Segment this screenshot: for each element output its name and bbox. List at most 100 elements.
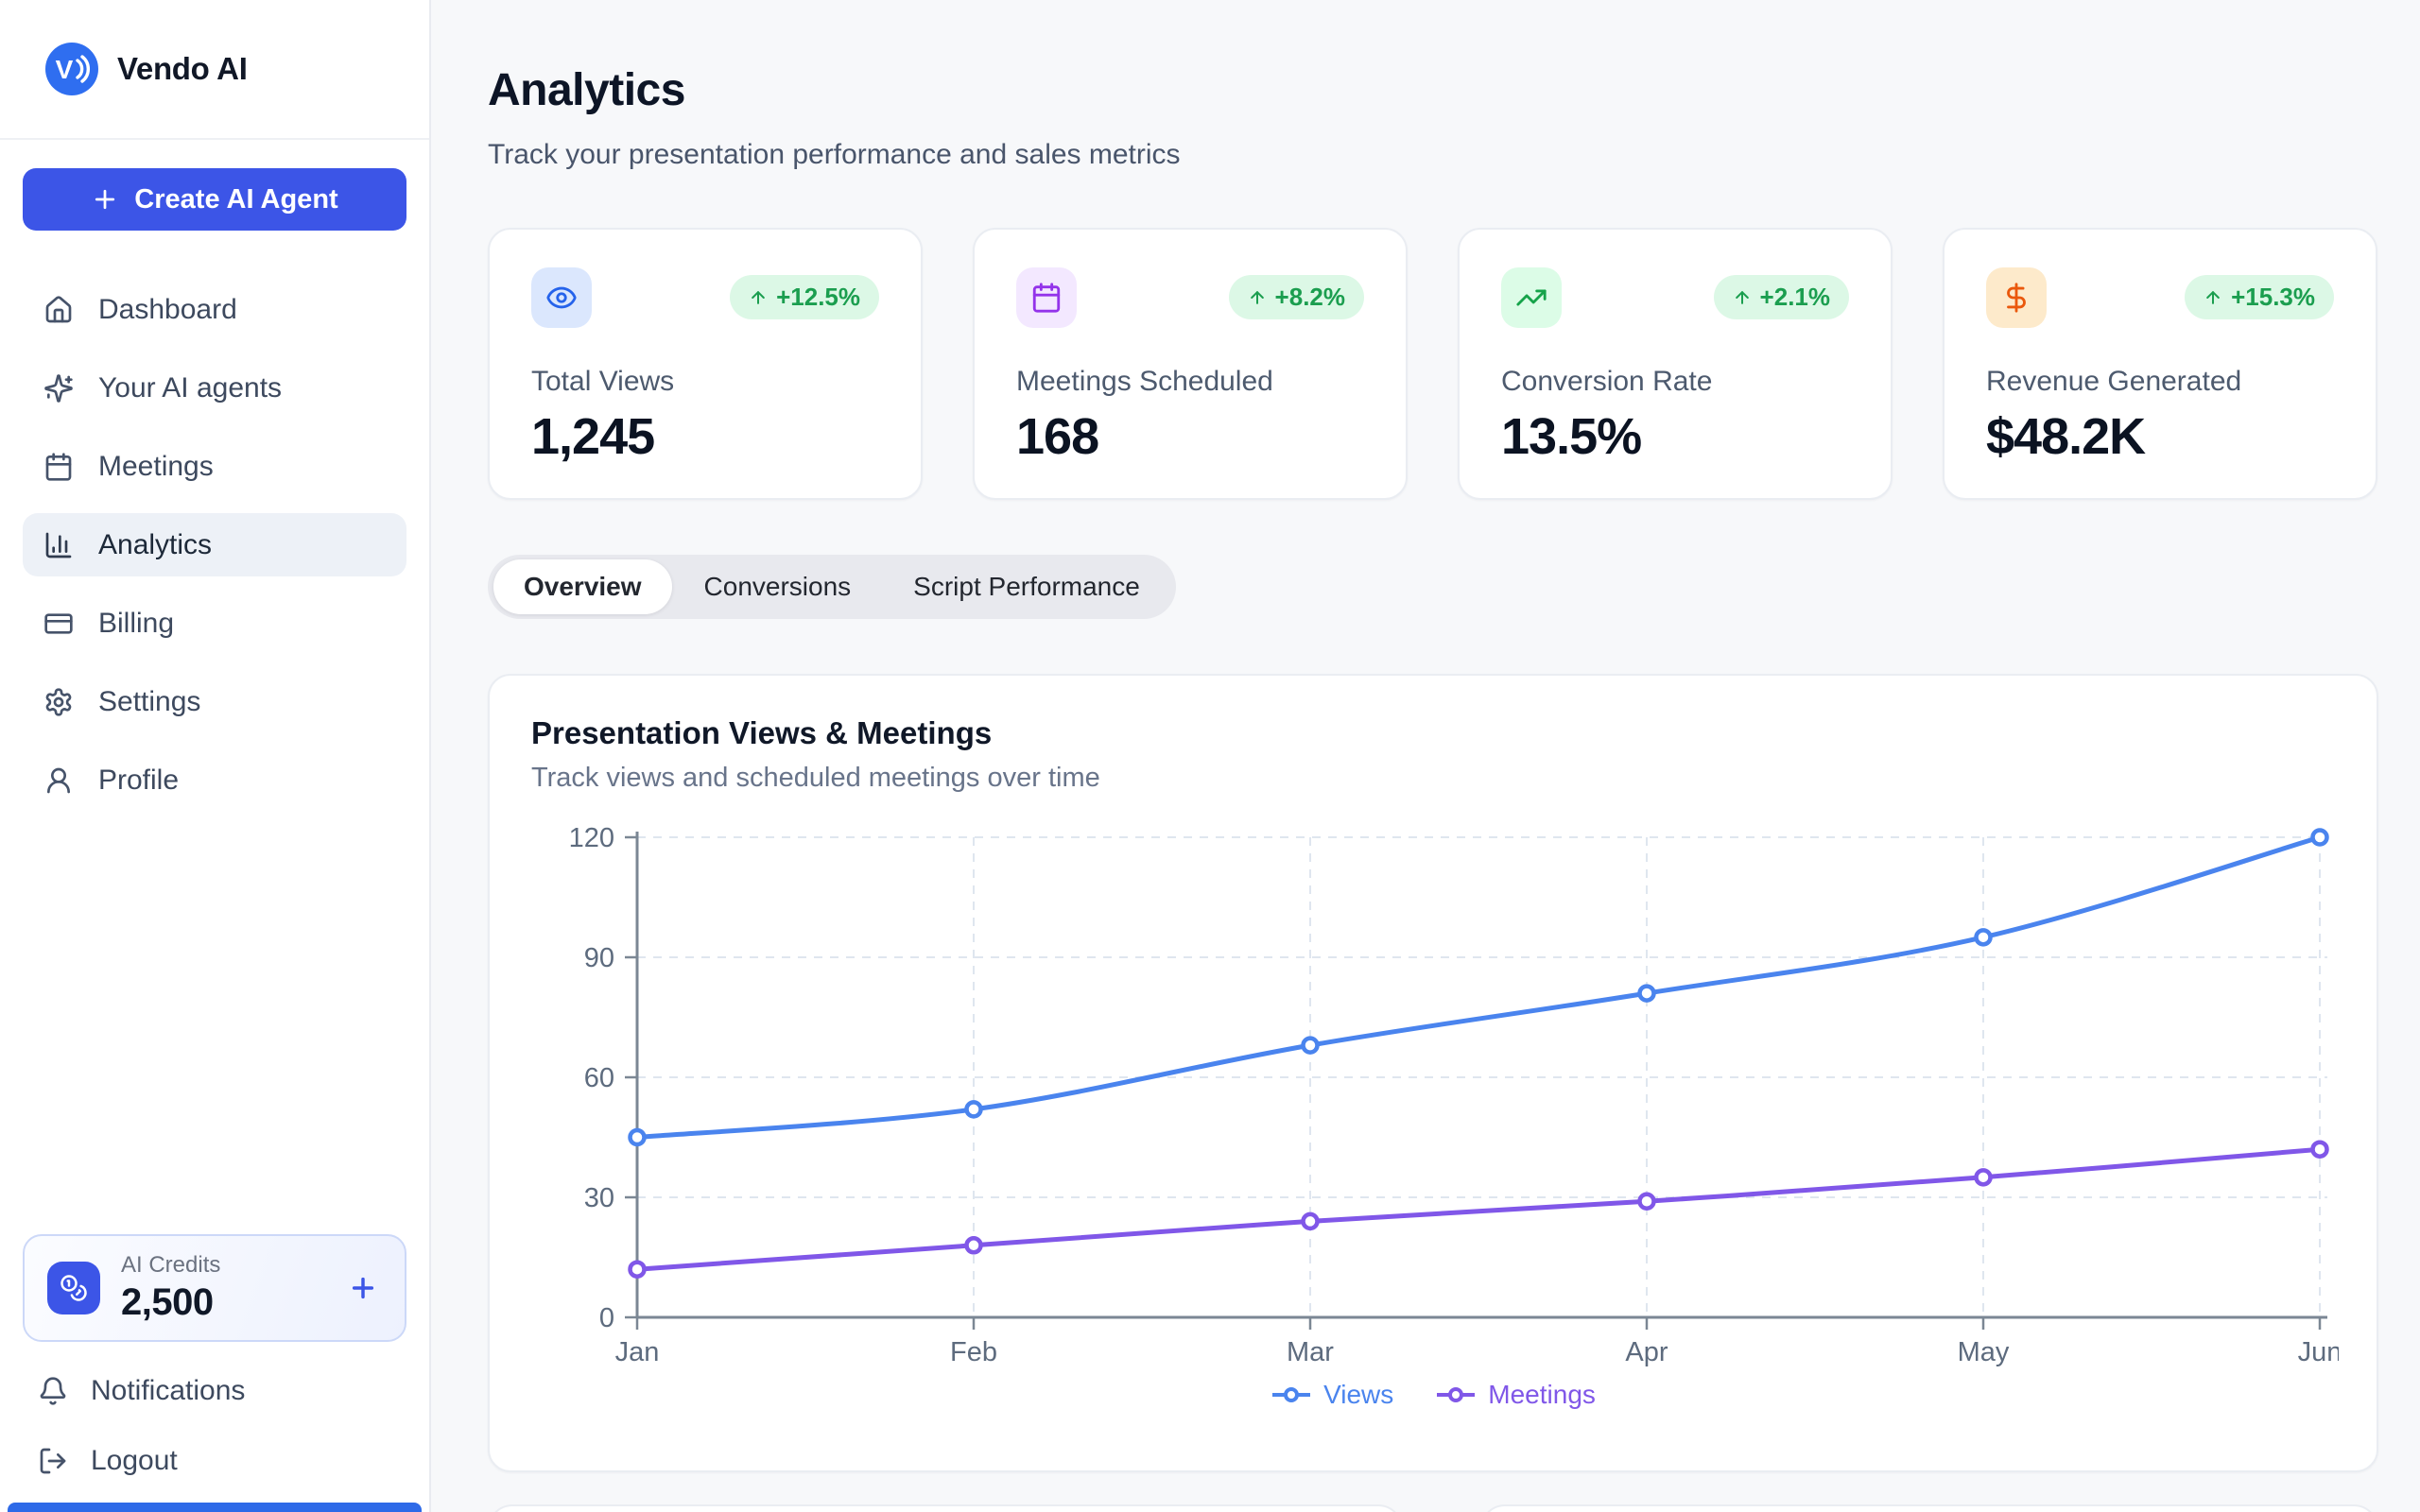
stat-value: 13.5%: [1501, 408, 1642, 465]
stat-label: Meetings Scheduled: [1016, 366, 1273, 397]
vendo-logo-icon: V: [45, 43, 98, 95]
svg-text:90: 90: [584, 943, 614, 973]
tab-script-performance[interactable]: Script Performance: [913, 572, 1140, 601]
change-badge: +8.2%: [1228, 275, 1364, 319]
sidebar-item-label: Your AI agents: [98, 371, 283, 404]
stat-card-conversion-rate: +2.1% Conversion Rate 13.5%: [1458, 228, 1893, 500]
bar-chart-icon: [45, 532, 72, 558]
notifications-item[interactable]: Notifications: [26, 1366, 403, 1416]
sidebar: V Vendo AI Create AI Agent Dashboard You…: [0, 0, 431, 1512]
app-name: Vendo AI: [117, 51, 248, 86]
change-badge: +12.5%: [730, 275, 879, 319]
tab-conversions[interactable]: Conversions: [703, 572, 852, 601]
sidebar-item-meetings[interactable]: Meetings: [23, 435, 406, 498]
sidebar-item-analytics[interactable]: Analytics: [23, 513, 406, 576]
svg-text:V: V: [56, 55, 74, 84]
partial-card: [488, 1504, 1403, 1512]
logo: V Vendo AI: [0, 0, 429, 140]
sidebar-item-label: Profile: [98, 764, 180, 796]
trending-up-icon-tile: [1501, 267, 1562, 328]
coins-icon: [60, 1275, 87, 1301]
svg-text:120: 120: [569, 823, 614, 853]
gear-icon: [45, 687, 72, 716]
legend-item-meetings[interactable]: Meetings: [1435, 1380, 1596, 1410]
arrow-up-icon: [1250, 290, 1264, 304]
svg-text:May: May: [1958, 1337, 2010, 1367]
partial-card: [1480, 1504, 2378, 1512]
sidebar-item-label: Dashboard: [98, 293, 237, 325]
credit-card-icon: [44, 612, 73, 634]
sidebar-bottom-accent: [8, 1503, 422, 1512]
chart-title: Presentation Views & Meetings: [531, 715, 993, 750]
sidebar-item-billing[interactable]: Billing: [23, 592, 406, 655]
svg-text:30: 30: [584, 1183, 614, 1213]
logout-icon: [40, 1448, 66, 1474]
sidebar-footer: Notifications Logout: [23, 1366, 406, 1512]
stat-value: 168: [1016, 408, 1099, 465]
stat-label: Revenue Generated: [1986, 366, 2242, 397]
stat-value: 1,245: [531, 408, 655, 465]
stats-row: +12.5% Total Views 1,245 +8.2% Meetings …: [488, 228, 2378, 500]
calendar-icon: [1032, 283, 1061, 313]
logout-item[interactable]: Logout: [26, 1436, 403, 1486]
stat-card-total-views: +12.5% Total Views 1,245: [488, 228, 923, 500]
footer-item-label: Logout: [91, 1445, 178, 1476]
ai-credits-label: AI Credits: [121, 1252, 221, 1278]
stat-label: Total Views: [531, 366, 675, 397]
dollar-icon-tile: [1986, 267, 2047, 328]
plus-icon: [95, 189, 115, 210]
arrow-up-icon: [752, 290, 765, 304]
sidebar-item-your-ai-agents[interactable]: Your AI agents: [23, 356, 406, 420]
sidebar-item-dashboard[interactable]: Dashboard: [23, 278, 406, 341]
calendar-icon-tile: [1016, 267, 1077, 328]
page-title: Analytics: [488, 65, 685, 115]
svg-text:Jan: Jan: [615, 1337, 660, 1367]
page-subtitle: Track your presentation performance and …: [488, 139, 1181, 170]
arrow-up-icon: [2206, 290, 2220, 304]
legend-item-views[interactable]: Views: [1270, 1380, 1393, 1410]
user-icon: [47, 767, 70, 793]
calendar-icon: [45, 452, 72, 481]
legend-marker-icon: [1437, 1387, 1476, 1402]
svg-text:Mar: Mar: [1287, 1337, 1334, 1367]
plus-icon: [352, 1277, 374, 1299]
sidebar-item-label: Settings: [98, 685, 201, 717]
ai-credits-card: AI Credits 2,500: [23, 1234, 406, 1342]
sidebar-item-label: Meetings: [98, 450, 214, 482]
chart-legend: Views Meetings: [531, 1372, 2335, 1418]
trending-up-icon: [1516, 289, 1547, 306]
svg-text:Feb: Feb: [950, 1337, 997, 1367]
analytics-tabs: Overview Conversions Script Performance: [488, 555, 1176, 619]
sidebar-item-label: Analytics: [98, 528, 213, 560]
svg-text:Apr: Apr: [1625, 1337, 1668, 1367]
arrow-up-icon: [1735, 290, 1749, 304]
sidebar-item-label: Billing: [98, 607, 175, 639]
create-ai-agent-button[interactable]: Create AI Agent: [23, 168, 406, 231]
eye-icon: [546, 286, 577, 309]
sidebar-nav: Dashboard Your AI agents Meetings Analyt…: [23, 278, 406, 812]
sidebar-item-settings[interactable]: Settings: [23, 670, 406, 733]
chart-subtitle: Track views and scheduled meetings over …: [531, 763, 1100, 793]
svg-text:Jun: Jun: [2298, 1337, 2339, 1367]
home-icon: [45, 295, 72, 322]
stat-label: Conversion Rate: [1501, 366, 1713, 397]
add-credits-button[interactable]: [348, 1273, 378, 1303]
sidebar-item-profile[interactable]: Profile: [23, 748, 406, 812]
tab-overview[interactable]: Overview: [493, 559, 672, 614]
change-badge: +2.1%: [1713, 275, 1849, 319]
legend-marker-icon: [1272, 1387, 1311, 1402]
change-badge: +15.3%: [2185, 275, 2334, 319]
svg-text:60: 60: [584, 1063, 614, 1093]
bell-icon: [40, 1377, 66, 1405]
eye-icon-tile: [531, 267, 592, 328]
views-meetings-chart-card: Presentation Views & Meetings Track view…: [488, 674, 2378, 1472]
stat-card-meetings-scheduled: +8.2% Meetings Scheduled 168: [973, 228, 1408, 500]
main-content: Analytics Track your presentation perfor…: [431, 0, 2420, 1512]
svg-text:0: 0: [599, 1303, 614, 1333]
views-meetings-chart: 0 30 60 90 120 Jan Feb Mar Apr May Jun: [569, 823, 2339, 1367]
footer-item-label: Notifications: [91, 1375, 246, 1406]
stat-card-revenue-generated: +15.3% Revenue Generated $48.2K: [1943, 228, 2377, 500]
sparkles-icon: [44, 373, 73, 403]
dollar-icon: [2007, 283, 2026, 313]
coins-icon-tile: [47, 1262, 100, 1314]
